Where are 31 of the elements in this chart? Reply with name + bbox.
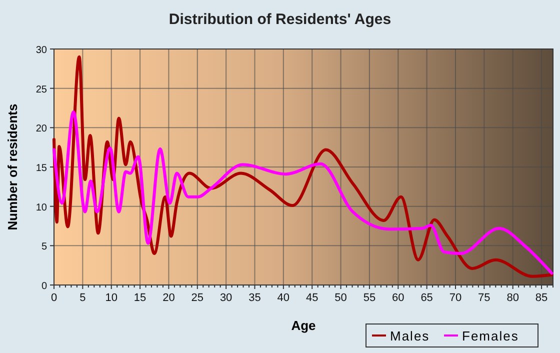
line-series bbox=[52, 110, 554, 275]
x-tick-label: 0 bbox=[50, 292, 58, 304]
y-axis-title: Number of residents bbox=[5, 104, 20, 230]
legend-label: Males bbox=[390, 328, 430, 344]
x-tick-label: 15 bbox=[134, 292, 146, 304]
y-tick-label: 0 bbox=[41, 281, 48, 292]
y-tick-label: 15 bbox=[36, 163, 48, 174]
x-tick-label: 60 bbox=[392, 292, 404, 304]
x-tick-label: 50 bbox=[334, 292, 347, 304]
x-tick-label: 30 bbox=[220, 292, 232, 304]
x-tick-label: 5 bbox=[80, 292, 86, 304]
x-tick-label: 45 bbox=[306, 292, 318, 304]
y-tick-label: 5 bbox=[41, 242, 48, 253]
x-tick-label: 25 bbox=[191, 292, 204, 304]
x-tick-label: 65 bbox=[420, 292, 433, 304]
x-tick-label: 20 bbox=[162, 292, 175, 304]
x-tick-label: 85 bbox=[535, 292, 548, 304]
x-tick-label: 55 bbox=[363, 292, 376, 304]
x-axis-title: Age bbox=[291, 318, 316, 333]
x-tick-label: 40 bbox=[277, 292, 290, 304]
x-tick-label: 80 bbox=[506, 292, 519, 304]
x-tick-label: 35 bbox=[248, 292, 261, 304]
x-tick-label: 75 bbox=[478, 292, 490, 304]
y-tick-label: 20 bbox=[36, 124, 48, 135]
y-tick-label: 30 bbox=[36, 45, 48, 56]
y-tick-label: 25 bbox=[36, 84, 48, 96]
x-tick-label: 10 bbox=[105, 292, 118, 304]
legend-label: Females bbox=[462, 328, 519, 344]
x-tick-label: 70 bbox=[449, 292, 462, 304]
y-tick-label: 10 bbox=[36, 202, 48, 214]
chart-title: Distribution of Residents' Ages bbox=[168, 11, 392, 28]
